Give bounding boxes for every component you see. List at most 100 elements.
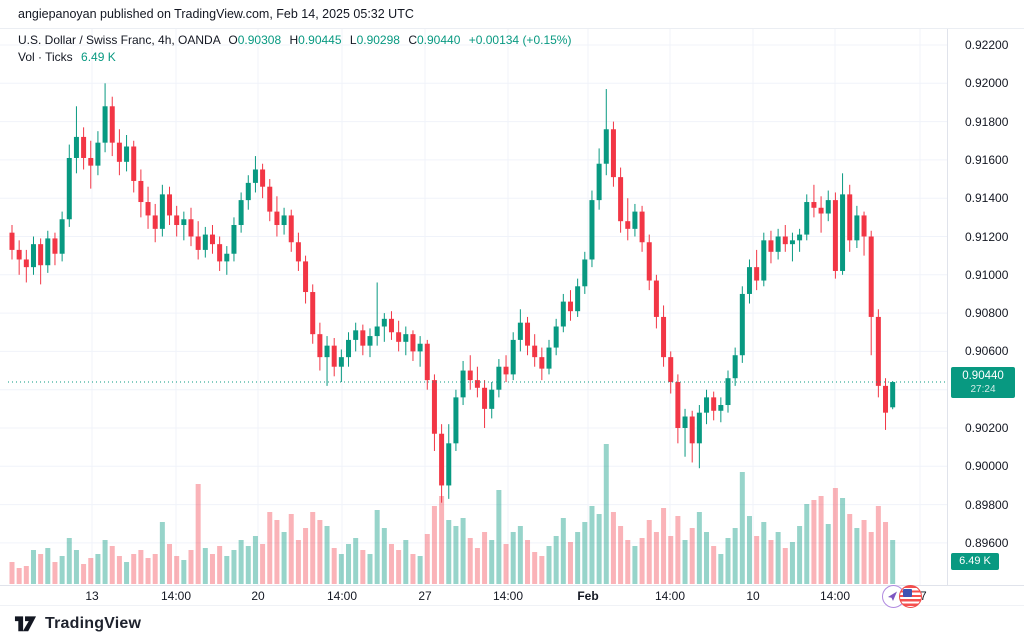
time-axis-label: 13 bbox=[85, 589, 99, 603]
volume-bar bbox=[467, 538, 473, 584]
volume-bar bbox=[847, 514, 853, 584]
open-label: O bbox=[228, 33, 238, 47]
volume-bar bbox=[9, 562, 15, 584]
candle-body bbox=[281, 215, 287, 226]
candle-body bbox=[439, 433, 445, 486]
price-axis-label: 0.89800 bbox=[965, 497, 1009, 512]
volume-bar bbox=[188, 550, 194, 584]
candle-body bbox=[138, 180, 144, 203]
candle-body bbox=[754, 267, 760, 281]
volume-bar bbox=[245, 546, 251, 584]
volume-bar bbox=[582, 522, 588, 584]
candle-body bbox=[718, 405, 724, 411]
volume-bar bbox=[38, 554, 44, 584]
legend-line-2: Vol · Ticks 6.49 K bbox=[18, 49, 571, 66]
candle-body bbox=[195, 236, 201, 250]
candle-body bbox=[653, 280, 659, 317]
candle-body bbox=[489, 389, 495, 409]
candle-body bbox=[95, 142, 101, 166]
candle-body bbox=[546, 347, 552, 369]
volume-bar bbox=[338, 554, 344, 584]
volume-bar bbox=[410, 554, 416, 584]
candle-body bbox=[159, 194, 165, 229]
time-axis-label: 14:00 bbox=[819, 589, 851, 603]
volume-bar bbox=[653, 532, 659, 584]
price-axis-label: 0.90000 bbox=[965, 459, 1009, 474]
candle-body bbox=[73, 136, 79, 158]
candle-body bbox=[431, 380, 437, 434]
candle-body bbox=[603, 129, 609, 164]
candle-body bbox=[252, 169, 258, 183]
volume-bar bbox=[274, 520, 280, 584]
candlestick-chart[interactable] bbox=[0, 29, 947, 585]
symbol-title: U.S. Dollar / Swiss Franc, 4h, OANDA bbox=[18, 33, 221, 47]
volume-bar bbox=[632, 546, 638, 584]
candle-body bbox=[503, 366, 509, 375]
volume-bar bbox=[840, 498, 846, 584]
candle-body bbox=[474, 380, 480, 388]
volume-bar bbox=[145, 558, 151, 584]
candle-body bbox=[883, 385, 889, 413]
candle-body bbox=[818, 207, 824, 214]
candle-body bbox=[367, 336, 373, 346]
volume-bar bbox=[725, 538, 731, 584]
candle-body bbox=[145, 202, 151, 216]
volume-bar bbox=[224, 556, 230, 584]
symbol-legend: U.S. Dollar / Swiss Franc, 4h, OANDA O0.… bbox=[18, 32, 571, 66]
candle-body bbox=[52, 238, 58, 254]
candle-body bbox=[861, 215, 867, 237]
time-axis-label: 10 bbox=[746, 589, 760, 603]
volume-bar bbox=[181, 560, 187, 584]
close-label: C bbox=[408, 33, 417, 47]
candle-body bbox=[424, 343, 430, 381]
low-label: L bbox=[349, 33, 357, 47]
chart-pane[interactable]: U.S. Dollar / Swiss Franc, 4h, OANDA O0.… bbox=[0, 29, 947, 608]
candle-body bbox=[746, 267, 752, 294]
candle-body bbox=[711, 397, 717, 411]
volume-bar bbox=[510, 532, 516, 584]
volume-bar bbox=[388, 544, 394, 584]
candle-body bbox=[639, 211, 645, 243]
candle-body bbox=[23, 259, 29, 268]
candle-body bbox=[45, 238, 51, 266]
volume-bar bbox=[45, 548, 51, 584]
candle-body bbox=[38, 244, 44, 266]
volume-bar bbox=[460, 518, 466, 584]
tradingview-logo[interactable]: TradingView bbox=[14, 615, 141, 633]
time-axis-label: 14:00 bbox=[492, 589, 524, 603]
candle-body bbox=[682, 416, 688, 428]
volume-bar bbox=[575, 532, 581, 584]
bar-countdown: 27:24 bbox=[970, 384, 996, 396]
candle-body bbox=[324, 345, 330, 358]
volume-bar bbox=[23, 566, 29, 584]
volume-bar bbox=[396, 550, 402, 584]
volume-bar bbox=[374, 510, 380, 584]
candle-body bbox=[739, 293, 745, 356]
flag-canton bbox=[903, 589, 912, 597]
candle-body bbox=[610, 129, 616, 178]
candle-body bbox=[417, 343, 423, 352]
candle-body bbox=[782, 236, 788, 245]
candle-body bbox=[732, 355, 738, 379]
volume-bar bbox=[138, 550, 144, 584]
candle-body bbox=[704, 397, 710, 413]
volume-bar bbox=[195, 484, 201, 584]
volume-bar bbox=[30, 550, 36, 584]
candle-body bbox=[374, 326, 380, 337]
candle-body bbox=[102, 106, 108, 143]
volume-bar bbox=[109, 546, 115, 584]
volume-bar bbox=[754, 536, 760, 584]
volume-value: 6.49 K bbox=[81, 50, 116, 64]
volume-bar bbox=[81, 564, 87, 584]
candle-body bbox=[675, 382, 681, 428]
candle-body bbox=[768, 240, 774, 252]
volume-bar bbox=[331, 548, 337, 584]
volume-bar bbox=[704, 532, 710, 584]
volume-bar bbox=[489, 540, 495, 584]
candle-body bbox=[761, 240, 767, 281]
us-flag-event-icon[interactable] bbox=[899, 585, 922, 608]
volume-bar bbox=[66, 538, 72, 584]
price-axis[interactable]: 0.92200 0.92000 0.91800 0.91600 0.91400 0.912… bbox=[947, 29, 1024, 585]
